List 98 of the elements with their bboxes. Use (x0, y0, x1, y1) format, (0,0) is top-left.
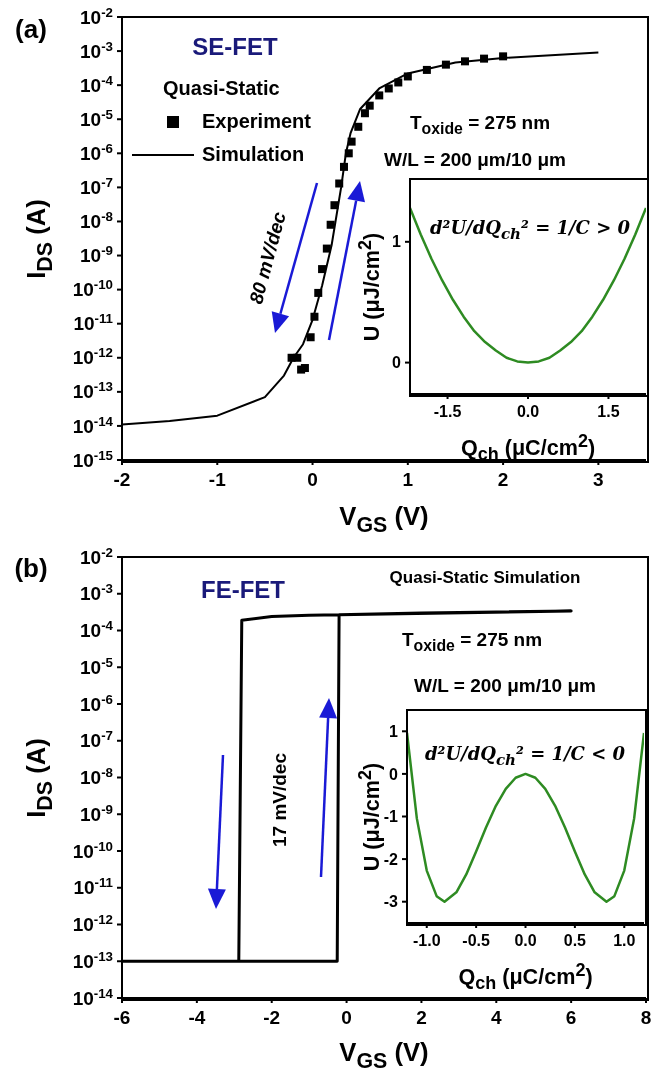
point (335, 179, 344, 188)
point (322, 244, 331, 253)
x-tick-label: -2 (113, 469, 131, 490)
x-tick-label: 0.0 (516, 403, 540, 420)
y-tick-label: 1 (392, 233, 402, 251)
x-tick-label: -1 (208, 469, 227, 490)
annotation: d²U/dQ$_{ch}$² = 1/C > 0 (429, 217, 631, 243)
point (360, 109, 369, 118)
y-tick-label: 10$^{-7}$ (80, 174, 113, 199)
point (480, 54, 489, 63)
x-axis-title: V$_{GS}$ (V) (339, 1038, 429, 1074)
legend-title: Quasi-Static (162, 76, 281, 101)
y-tick-label: 10$^{-5}$ (80, 654, 114, 678)
y-tick-label: 0 (392, 354, 402, 372)
point (384, 84, 393, 93)
point (499, 52, 508, 61)
annotation: SE-FET (192, 33, 278, 61)
y-tick-label: 10$^{-3}$ (80, 580, 113, 605)
x-axis-title: Q$_{ch}$ (μC/cm$^{2}$) (458, 959, 593, 995)
point (394, 78, 403, 87)
annotation: W/L = 200 μm/10 μm (384, 149, 566, 171)
y-tick-label: 10$^{-5}$ (80, 106, 114, 130)
x-tick-label: 1.0 (613, 932, 636, 949)
y-tick-label: 10$^{-10}$ (72, 838, 113, 862)
x-tick-label: 6 (565, 1007, 577, 1028)
x-tick-label: 2 (497, 469, 509, 490)
point (310, 312, 319, 321)
point (375, 91, 384, 100)
y-tick-label: 10$^{-8}$ (80, 764, 113, 789)
y-tick-label: 10$^{-3}$ (80, 38, 113, 62)
x-tick-label: 4 (491, 1007, 502, 1028)
point (354, 122, 363, 131)
x-tick-label: -0.5 (462, 932, 491, 949)
y-tick-label: 10$^{-11}$ (73, 874, 114, 899)
y-tick-label: 10$^{-9}$ (80, 242, 113, 267)
y-tick-label: 10$^{-12}$ (72, 344, 113, 369)
line-series (410, 206, 646, 364)
x-tick-label: -6 (113, 1007, 131, 1028)
point (330, 201, 339, 210)
x-tick-label: 3 (593, 469, 604, 490)
y-tick-label: 10$^{-12}$ (72, 911, 113, 936)
x-tick-label: -1.0 (412, 932, 441, 949)
x-tick-label: 2 (416, 1007, 427, 1028)
y-tick-label: 10$^{-14}$ (72, 413, 114, 437)
x-tick-label: 1.5 (597, 403, 620, 420)
point (293, 353, 302, 362)
point (422, 65, 431, 74)
annotation: T$_{oxide}$ = 275 nm (409, 112, 551, 138)
annotation: W/L = 200 μm/10 μm (414, 675, 596, 697)
y-tick-label: 1 (389, 722, 399, 740)
point (326, 220, 335, 229)
x-tick-label: -4 (188, 1007, 206, 1028)
x-tick-label: -2 (263, 1007, 281, 1028)
y-tick-label: 10$^{-6}$ (80, 140, 113, 164)
y-tick-label: 10$^{-13}$ (72, 379, 113, 403)
y-tick-label: -3 (383, 893, 399, 911)
y-tick-label: 10$^{-13}$ (72, 948, 113, 972)
point (344, 149, 353, 158)
text: (b) (14, 552, 48, 584)
legend-label: Experiment (202, 109, 311, 134)
y-tick-label: 10$^{-10}$ (72, 276, 113, 301)
x-tick-label: -1.5 (433, 403, 462, 420)
x-tick-label: 8 (640, 1007, 652, 1028)
y-tick-label: 10$^{-14}$ (72, 985, 114, 1009)
y-tick-label: 10$^{-4}$ (80, 72, 114, 96)
y-tick-label: 10$^{-6}$ (80, 691, 113, 715)
point (365, 101, 374, 110)
y-tick-label: 10$^{-15}$ (72, 447, 114, 471)
x-axis-title: V$_{GS}$ (V) (339, 502, 429, 538)
x-tick-label: 0.0 (514, 932, 537, 949)
y-tick-label: 10$^{-8}$ (80, 208, 113, 233)
x-tick-label: 0.5 (563, 932, 587, 949)
point (339, 162, 348, 171)
y-tick-label: 10$^{-4}$ (80, 617, 114, 642)
y-tick-label: 10$^{-9}$ (80, 801, 113, 825)
x-tick-label: 0 (307, 469, 318, 490)
legend-label: Simulation (202, 142, 305, 167)
annotation: FE-FET (201, 576, 285, 604)
line-series (407, 731, 644, 903)
x-tick-label: 0 (341, 1007, 352, 1028)
point (314, 288, 323, 297)
point (347, 137, 356, 146)
annotation: T$_{oxide}$ = 275 nm (401, 629, 543, 655)
annotation: 80 mV/dec (245, 209, 291, 307)
y-tick-label: 0 (389, 765, 399, 783)
annotation: 17 mV/dec (269, 753, 291, 847)
point (460, 57, 469, 66)
point (318, 265, 327, 274)
annotation: Quasi-Static Simulation (389, 568, 581, 588)
point (441, 60, 450, 69)
y-tick-label: -1 (383, 808, 399, 826)
y-tick-label: 10$^{-7}$ (80, 727, 113, 752)
text: (a) (15, 13, 47, 45)
y-tick-label: 10$^{-11}$ (73, 310, 114, 335)
y-tick-label: -2 (383, 850, 399, 868)
point (306, 333, 315, 342)
point (403, 72, 412, 81)
annotation: d²U/dQ$_{ch}$² = 1/C < 0 (424, 743, 626, 769)
